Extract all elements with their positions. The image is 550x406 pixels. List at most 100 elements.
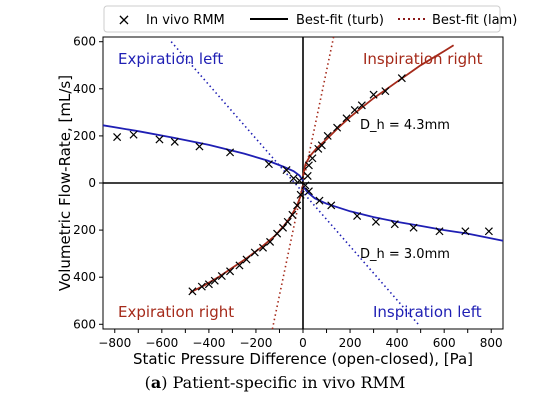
data-point-stroke <box>333 123 342 132</box>
legend-label-scatter: In vivo RMM <box>146 13 225 28</box>
data-point-stroke <box>197 282 206 291</box>
data-point-stroke <box>226 267 235 276</box>
data-point-stroke <box>381 87 390 96</box>
data-point <box>282 166 291 175</box>
data-point <box>303 171 312 180</box>
data-point <box>210 276 219 285</box>
x-axis-label: Static Pressure Difference (open-closed)… <box>133 350 473 368</box>
legend-label-lam: Best-fit (lam) <box>432 13 517 28</box>
y-tick-label: 0 <box>88 176 96 190</box>
y-ticks: 600 400 200 0 200 400 600 <box>73 35 103 331</box>
annotation-inspiration-left: Inspiration left <box>373 303 482 321</box>
data-point <box>323 131 332 140</box>
data-point <box>357 101 366 110</box>
data-point-stroke <box>315 196 324 205</box>
data-point-stroke <box>266 237 275 246</box>
data-point <box>129 130 138 139</box>
data-point-stroke <box>204 280 213 289</box>
data-point <box>250 248 259 257</box>
x-tick-label: −800 <box>98 336 131 350</box>
series-lines <box>102 36 504 330</box>
data-point-stroke <box>242 255 251 264</box>
data-point <box>217 271 226 281</box>
data-point-stroke <box>278 223 288 232</box>
data-point-stroke <box>282 166 291 175</box>
data-point <box>484 227 493 236</box>
data-point <box>461 227 470 236</box>
data-point-stroke <box>371 217 380 226</box>
annotation-dh-upper: D_h = 4.3mm <box>360 118 450 133</box>
data-point-stroke <box>258 243 268 252</box>
data-point <box>371 217 380 226</box>
caption-text: Patient-specific in vivo RMM <box>172 373 406 392</box>
data-point-stroke <box>461 227 470 236</box>
turb-fit-line <box>102 124 304 182</box>
annotation-inspiration-right: Inspiration right <box>363 50 483 68</box>
data-point-stroke <box>353 211 362 220</box>
data-point <box>295 176 304 185</box>
data-point-stroke <box>188 287 197 296</box>
data-point <box>283 217 292 226</box>
y-tick-label: 600 <box>73 317 96 331</box>
x-tick-label: 400 <box>386 336 409 350</box>
y-tick-label: 400 <box>73 82 96 96</box>
data-point-stroke <box>327 201 336 210</box>
data-point <box>242 255 251 264</box>
data-point-stroke <box>304 187 313 196</box>
data-point <box>226 267 235 276</box>
data-point <box>288 210 297 219</box>
data-point-stroke <box>304 161 313 170</box>
data-point <box>381 87 390 96</box>
scatter-points <box>113 74 493 296</box>
data-point <box>315 196 324 205</box>
turb-fit-line <box>302 44 455 177</box>
x-tick-label: 600 <box>433 336 456 350</box>
data-point <box>409 223 418 232</box>
y-tick-label: 600 <box>73 35 96 49</box>
legend-frame <box>103 5 501 33</box>
legend-marker-scatter: × <box>117 10 130 29</box>
data-point-stroke <box>484 227 493 236</box>
data-point <box>390 220 399 229</box>
x-tick-label: −600 <box>145 336 178 350</box>
legend: × In vivo RMM Best-fit (turb) Best-fit (… <box>103 5 517 33</box>
data-point-stroke <box>369 90 378 99</box>
data-point-stroke <box>295 176 304 185</box>
y-axis-label: Volumetric Flow-Rate, [mL/s] <box>56 75 74 291</box>
data-point <box>264 160 273 169</box>
x-tick-label: −400 <box>192 336 225 350</box>
data-point <box>155 135 164 144</box>
data-point <box>204 280 213 289</box>
figure-caption: (a) Patient-specific in vivo RMM <box>144 373 406 392</box>
data-point <box>350 105 359 115</box>
data-point-stroke <box>217 271 226 281</box>
data-point <box>226 148 235 157</box>
data-point-stroke <box>350 105 359 115</box>
data-point-stroke <box>155 135 164 144</box>
x-tick-label: −200 <box>239 336 272 350</box>
data-point <box>197 282 206 291</box>
data-point-stroke <box>289 174 298 183</box>
data-point-stroke <box>342 114 351 123</box>
data-point <box>369 90 378 99</box>
data-point-stroke <box>397 74 406 83</box>
data-point <box>317 141 326 150</box>
turb-fit-line <box>189 185 304 294</box>
data-point-stroke <box>296 190 305 199</box>
data-point-stroke <box>210 276 219 285</box>
data-point-stroke <box>113 133 122 142</box>
data-point <box>308 154 317 163</box>
annotation-dh-lower: D_h = 3.0mm <box>360 247 450 262</box>
data-point <box>301 181 310 190</box>
data-point-stroke <box>293 201 302 210</box>
data-point <box>353 211 362 220</box>
data-point <box>435 227 444 236</box>
data-point <box>296 190 305 199</box>
x-tick-label: 200 <box>339 336 362 350</box>
data-point-stroke <box>288 210 297 219</box>
data-point <box>188 287 197 296</box>
data-point <box>304 187 313 196</box>
data-point <box>170 137 179 146</box>
y-tick-label: 200 <box>73 223 96 237</box>
